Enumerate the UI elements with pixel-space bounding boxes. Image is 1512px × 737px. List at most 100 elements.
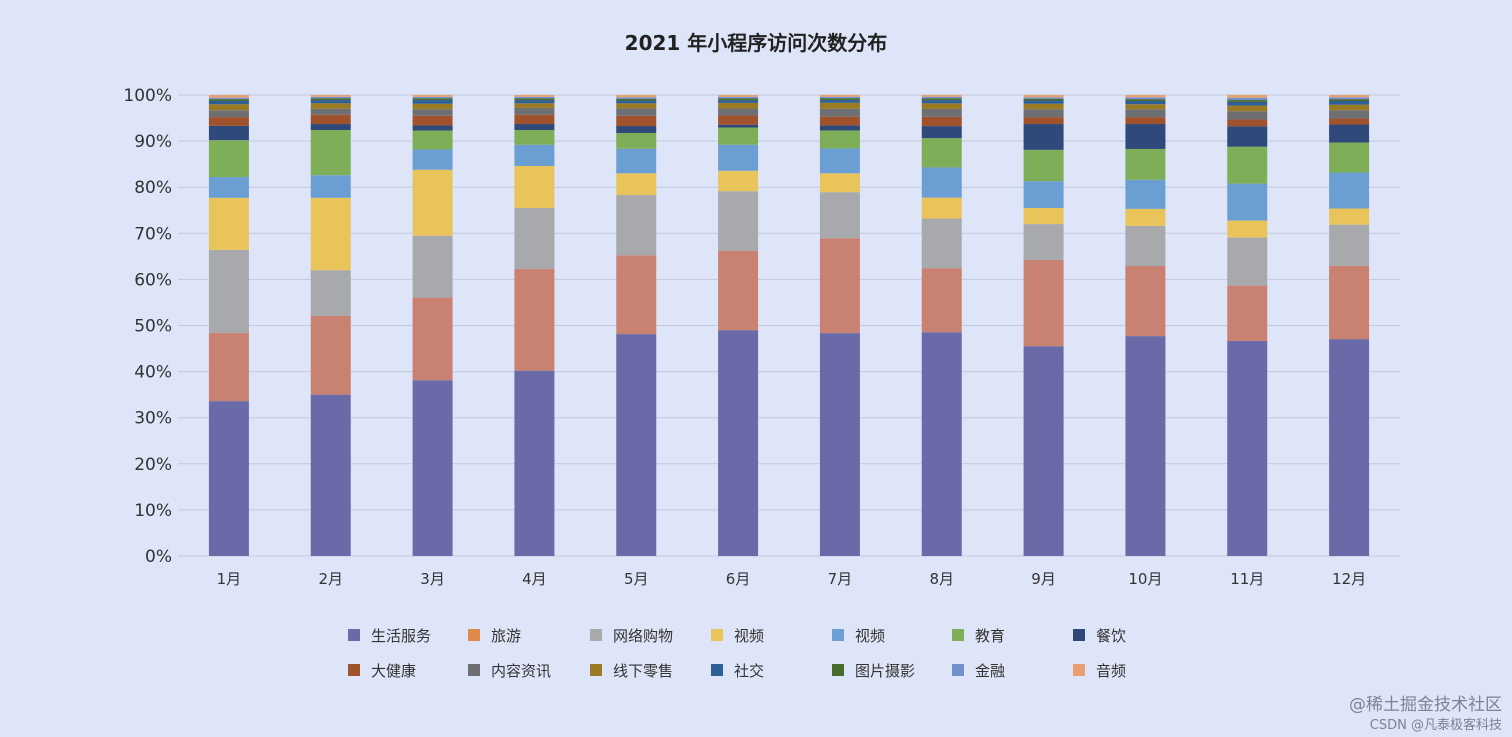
bar-segment-3-10月 [1125,225,1166,267]
bar-segment-4-6月 [718,170,759,192]
legend-swatch [832,664,844,676]
legend-label: 图片摄影 [855,662,915,680]
legend-item: 教育 [952,627,1005,645]
bar-segment-9-4月 [514,107,555,115]
bar-segment-11-7月 [819,100,860,103]
legend-label: 餐饮 [1096,627,1126,645]
bar-segment-5-5月 [616,148,657,174]
legend-swatch [952,629,964,641]
bar-segment-11-1月 [208,100,249,105]
y-tick-label: 20% [134,455,172,475]
juejin-watermark: @稀土掘金技术社区 [1349,695,1502,715]
bar-segment-6-4月 [514,130,555,145]
legend-swatch [952,664,964,676]
legend-label: 网络购物 [613,627,673,645]
bar-segment-7-4月 [514,124,555,131]
bar-segment-10-12月 [1329,104,1370,111]
x-tick-label: 4月 [522,570,547,588]
bar-segment-10-7月 [819,102,860,109]
legend-label: 音频 [1096,662,1126,680]
bar-segment-1-3月 [412,380,453,556]
bar-segment-3-8月 [921,218,962,269]
legend-swatch [590,629,602,641]
bar-segment-3-12月 [1329,224,1370,266]
bar-segment-9-9月 [1023,109,1064,118]
bar-segment-12-5月 [616,98,657,101]
bar-segment-10-5月 [616,103,657,109]
bar-segment-14-4月 [514,95,555,97]
bar-segment-8-10月 [1125,117,1166,125]
bar-segment-11-6月 [718,100,759,103]
bar-segment-8-4月 [514,114,555,125]
bar-segment-1-6月 [718,330,759,556]
bar-segment-3-5月 [616,195,657,256]
bar-segment-14-1月 [208,95,249,98]
bar-segment-1-11月 [1227,340,1268,556]
bar-segment-14-2月 [310,95,351,97]
bar-segment-7-7月 [819,125,860,131]
bar-segment-9-11月 [1227,111,1268,120]
csdn-watermark: CSDN @凡泰极客科技 [1369,718,1502,733]
bar-segment-10-2月 [310,103,351,109]
bar-segment-11-3月 [412,100,453,104]
x-tick-label: 8月 [929,570,954,588]
bar-segment-12-4月 [514,98,555,101]
bar-segment-8-7月 [819,116,860,126]
bar-segment-4-4月 [514,165,555,208]
bar-segment-9-5月 [616,108,657,116]
y-tick-label: 80% [134,178,172,198]
bar-segment-4-3月 [412,169,453,236]
legend-label: 大健康 [371,662,416,680]
x-tick-label: 11月 [1230,570,1264,588]
y-tick-label: 10% [134,501,172,521]
y-tick-label: 60% [134,270,172,290]
legend-label: 内容资讯 [491,662,551,680]
bar-segment-7-9月 [1023,124,1064,150]
legend-swatch [348,664,360,676]
bar-segment-14-6月 [718,95,759,97]
bar-segment-2-2月 [310,315,351,395]
y-tick-label: 90% [134,132,172,152]
bar-segment-2-6月 [718,250,759,331]
bar-segment-6-10月 [1125,148,1166,180]
bar-segment-12-8月 [921,98,962,101]
bar-segment-7-10月 [1125,124,1166,149]
legend-item: 图片摄影 [832,662,915,680]
x-tick-label: 9月 [1031,570,1056,588]
bar-segment-4-7月 [819,173,860,193]
legend-label: 生活服务 [371,627,431,645]
legend-item: 大健康 [348,662,416,680]
bar-segment-1-10月 [1125,336,1166,556]
bar-segment-12-7月 [819,98,860,101]
legend-label: 金融 [975,662,1005,680]
bar-segment-8-5月 [616,115,657,127]
legend-item: 生活服务 [348,627,431,645]
legend-swatch [711,629,723,641]
bar-segment-10-4月 [514,103,555,108]
bar-segment-4-10月 [1125,208,1166,226]
legend-swatch [1073,629,1085,641]
bar-segment-13-8月 [921,96,962,99]
bar-segment-2-4月 [514,268,555,371]
bar-segment-7-5月 [616,126,657,133]
bar-segment-7-11月 [1227,126,1268,147]
bar-segment-14-5月 [616,95,657,98]
bar-segment-14-9月 [1023,95,1064,98]
bar-segment-6-5月 [616,132,657,149]
bar-segment-13-12月 [1329,97,1370,100]
bar-segment-1-4月 [514,370,555,556]
bar-segment-8-2月 [310,114,351,125]
bar-segment-9-12月 [1329,110,1370,119]
legend-item: 视频 [711,627,764,645]
bar-segment-7-3月 [412,125,453,131]
bar-segment-3-3月 [412,235,453,298]
bar-segment-1-2月 [310,394,351,556]
bar-segment-3-11月 [1227,237,1268,286]
legend-swatch [711,664,723,676]
bar-segment-5-10月 [1125,179,1166,209]
bar-segment-13-9月 [1023,97,1064,99]
bar-segment-4-12月 [1329,208,1370,225]
bar-segment-11-10月 [1125,100,1166,105]
bar-segment-5-12月 [1329,172,1370,209]
